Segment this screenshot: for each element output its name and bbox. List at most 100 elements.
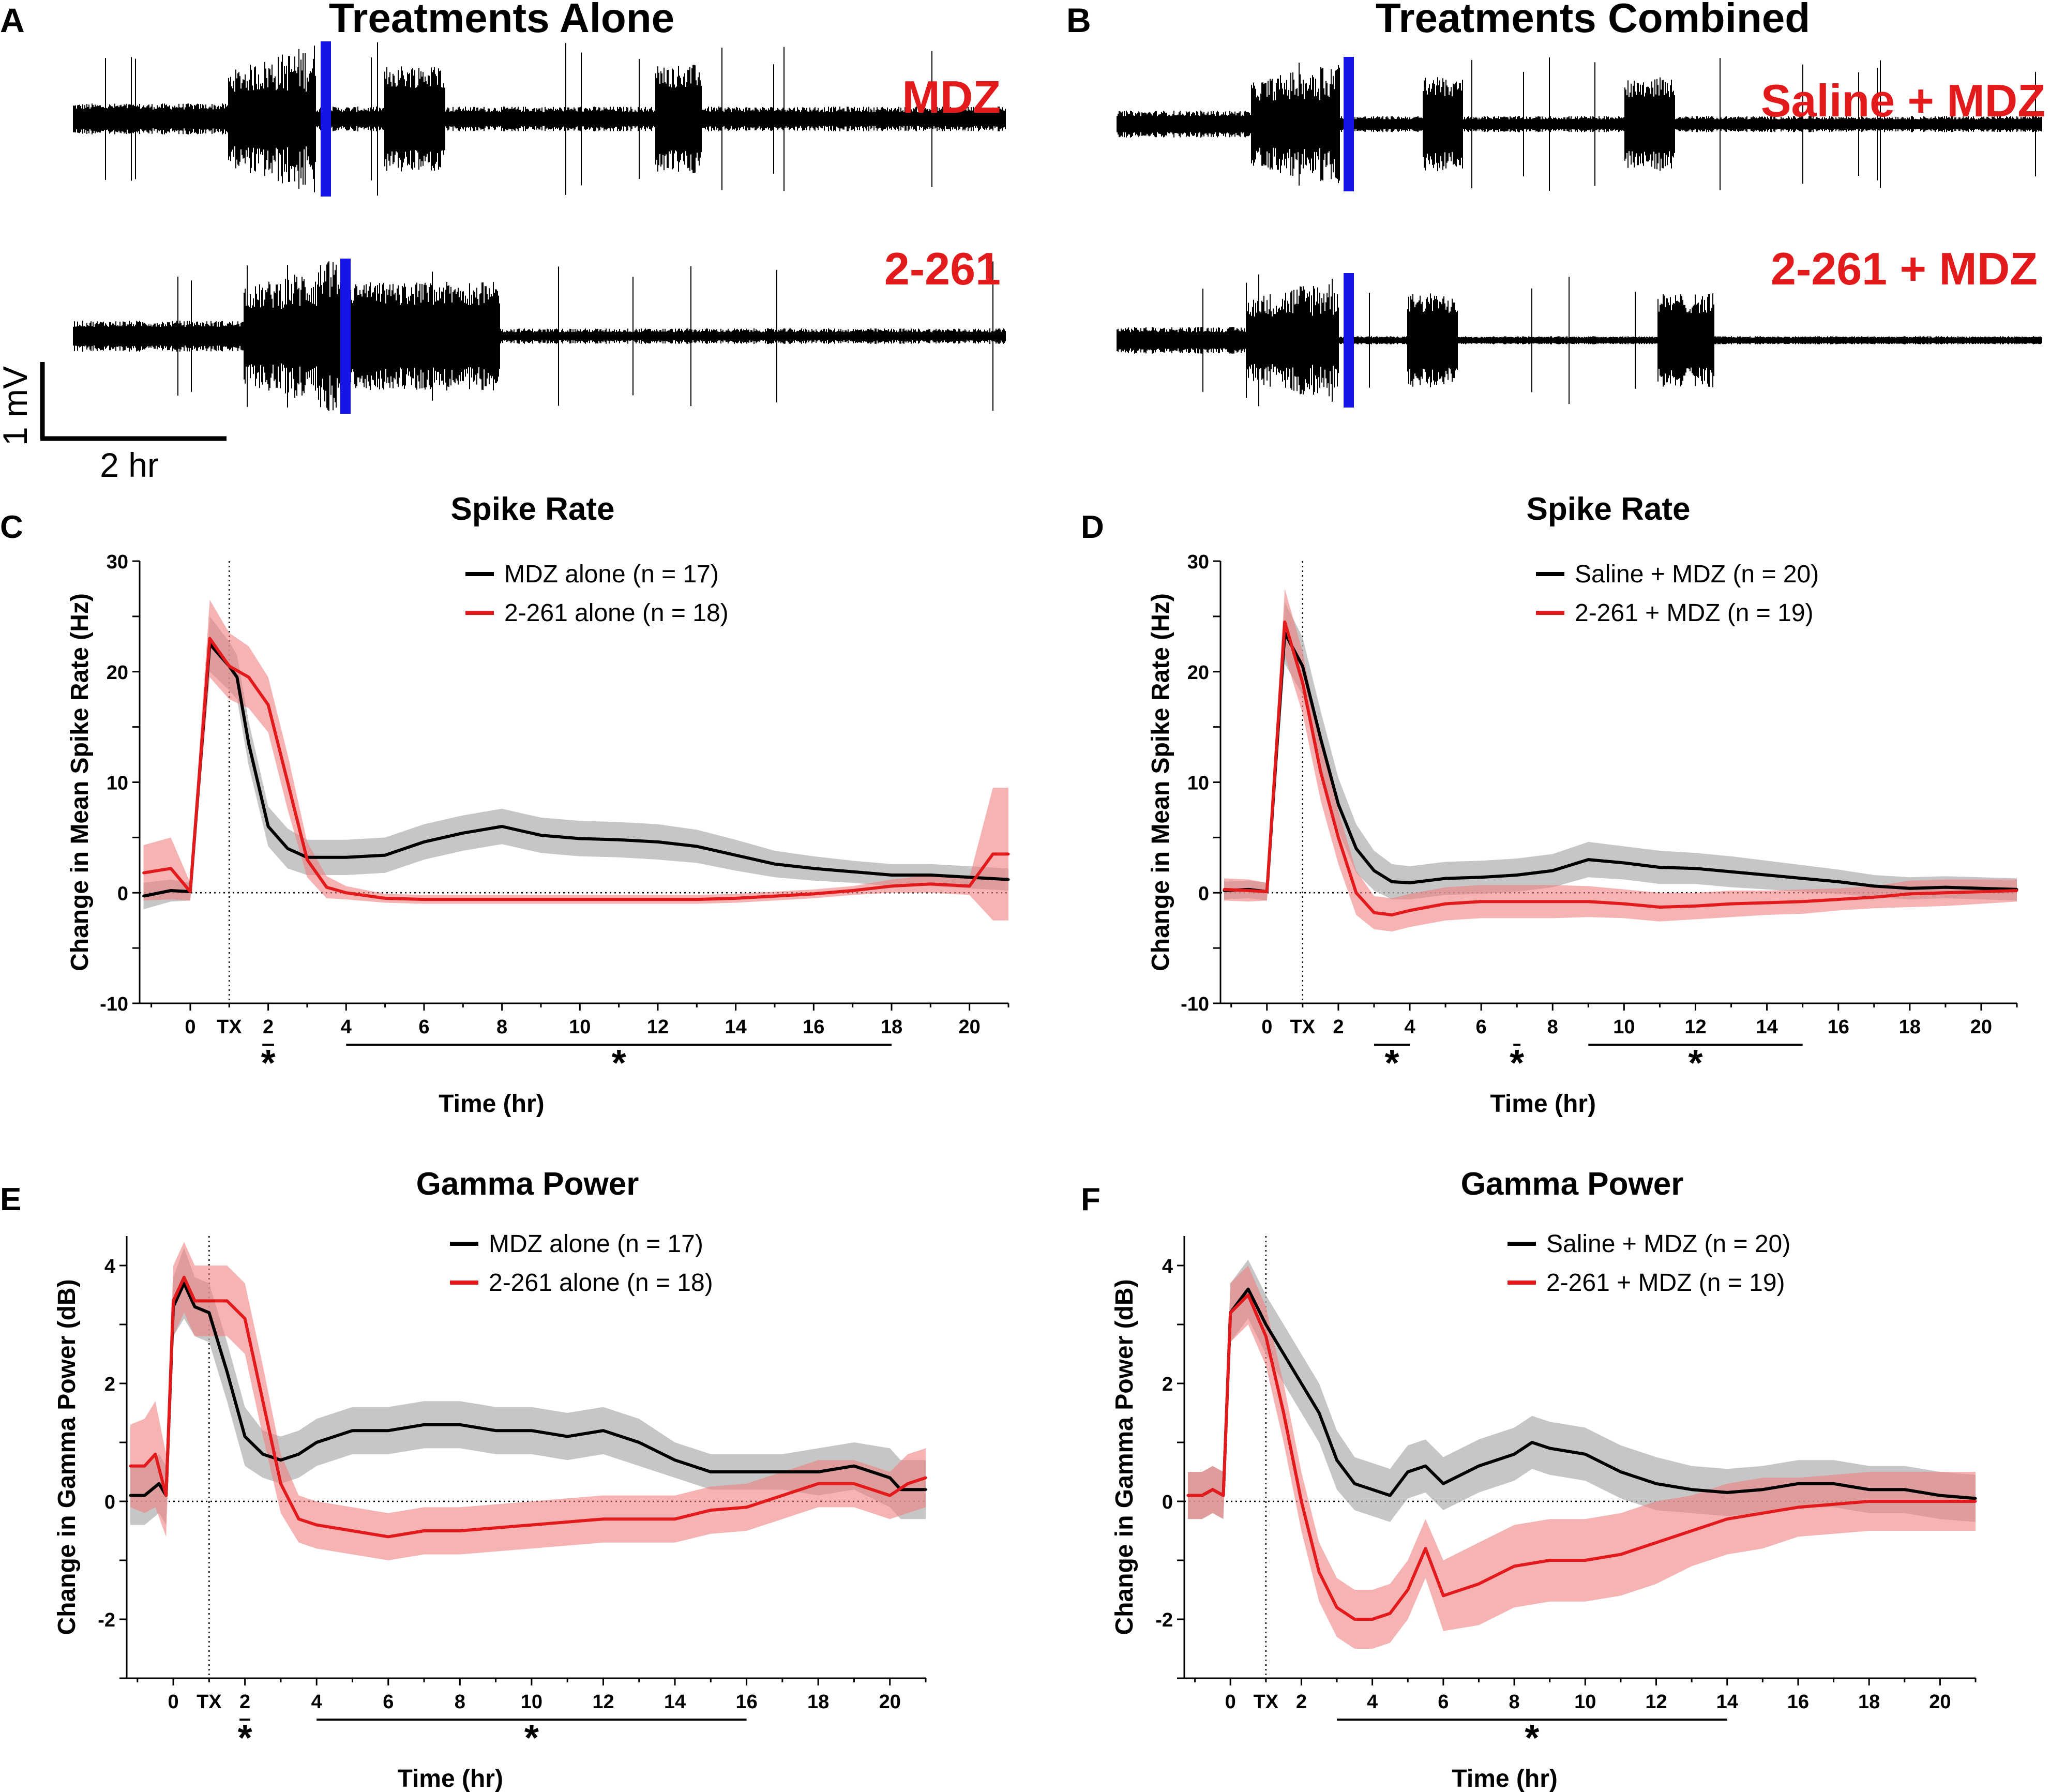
trace-mdz-alone bbox=[73, 42, 1006, 196]
panel-d-series-1-point bbox=[1730, 902, 1733, 906]
panel-e-series-0-point bbox=[225, 1370, 229, 1373]
panel-f-x-tick-label: 4 bbox=[1367, 1691, 1378, 1713]
panel-f-x-tick-label: 2 bbox=[1296, 1691, 1307, 1713]
panel-e-series-0-point bbox=[143, 1494, 146, 1497]
panel-f-series-0-point bbox=[1530, 1441, 1533, 1444]
panel-f-series-1-point bbox=[1548, 1559, 1551, 1562]
panel-c-series-0-point bbox=[247, 742, 250, 745]
panel-f-x-tick-label: 16 bbox=[1787, 1691, 1809, 1713]
panel-e-title: Gamma Power bbox=[416, 1166, 639, 1202]
panel-c-series-0-point bbox=[142, 895, 145, 898]
panel-c-x-tick-label: 14 bbox=[725, 1016, 747, 1038]
panel-f-x-tick-label: 10 bbox=[1574, 1691, 1596, 1713]
panel-f-y-tick-label: 2 bbox=[1162, 1374, 1173, 1395]
panel-e-series-0-point bbox=[244, 1435, 247, 1438]
panel-e-series-1-point bbox=[129, 1465, 132, 1468]
panel-d-letter: D bbox=[1081, 509, 1104, 545]
panel-c-series-1-point bbox=[1007, 852, 1010, 855]
panel-f-x-tick-label: 20 bbox=[1929, 1691, 1951, 1713]
panel-e-series-1-point bbox=[888, 1494, 892, 1497]
panel-c-series-0-point bbox=[1007, 878, 1010, 881]
panel-e-series-0-point bbox=[458, 1423, 461, 1426]
chart-f: F Gamma Power -2 0 2 4 Change in Gamma Power (… bbox=[1081, 1166, 1977, 1792]
panel-f-legend-label-0: Saline + MDZ (n = 20) bbox=[1546, 1230, 1790, 1258]
panel-e-y-label: Change in Gamma Power (dB) bbox=[53, 1279, 81, 1635]
panel-d-x-tick-label: 12 bbox=[1684, 1016, 1706, 1038]
panel-f-series-1-point bbox=[1389, 1612, 1392, 1615]
panel-e-x-label: Time (hr) bbox=[397, 1765, 503, 1792]
panel-c-series-1-point bbox=[656, 898, 659, 901]
panel-f-series-0-point bbox=[1264, 1323, 1268, 1326]
panel-e-series-1-point bbox=[852, 1482, 855, 1485]
panel-f-series-0-point bbox=[1797, 1482, 1800, 1485]
panel-f-series-0-point bbox=[1424, 1465, 1427, 1468]
panel-f-series-0-point bbox=[1335, 1458, 1338, 1462]
panel-e-series-1-point bbox=[207, 1299, 210, 1302]
panel-d-series-1-point bbox=[1337, 836, 1340, 839]
panel-e-series-0-point bbox=[193, 1305, 197, 1308]
panel-e-series-0-point bbox=[566, 1435, 569, 1438]
panel-c-significance-star: * bbox=[261, 1043, 276, 1084]
trace-mdz-alone-treatment-marker bbox=[321, 41, 331, 197]
panel-f-title: Gamma Power bbox=[1461, 1166, 1684, 1202]
panel-d-x-tick-label: 20 bbox=[1970, 1016, 1992, 1038]
panel-e-series-0-point bbox=[315, 1441, 318, 1444]
panel-f-series-0-point bbox=[1353, 1482, 1356, 1485]
panel-d-x-tick-label: 8 bbox=[1547, 1016, 1558, 1038]
trace-2-261-mdz-treatment-marker bbox=[1344, 273, 1354, 408]
trace-2-261-alone bbox=[73, 261, 1006, 411]
panel-c-series-1-band bbox=[143, 599, 1008, 921]
panel-e-series-1-band bbox=[130, 1242, 926, 1560]
panel-c-series-0-point bbox=[384, 854, 387, 857]
panel-c-y-tick-label: 0 bbox=[117, 883, 128, 905]
panel-c-x-tick-label: 20 bbox=[959, 1016, 981, 1038]
panel-c-series-1-point bbox=[890, 884, 893, 887]
panel-e-x-tick-label: 10 bbox=[521, 1691, 542, 1713]
panel-c-series-0-point bbox=[286, 847, 289, 850]
panel-e-x-tick-label: 18 bbox=[807, 1691, 829, 1713]
panel-d-x-tick-label: 4 bbox=[1404, 1016, 1415, 1038]
panel-c-series-1-point bbox=[169, 867, 172, 870]
panel-c-series-1-point bbox=[501, 898, 504, 901]
panel-e-series-1-point bbox=[924, 1476, 927, 1479]
panel-d-series-1-line bbox=[1224, 620, 2017, 916]
panel-e-series-1-point bbox=[638, 1517, 641, 1520]
eeg-traces bbox=[73, 41, 2042, 414]
panel-f-series-1-point bbox=[1353, 1618, 1356, 1621]
panel-e-x-tick-label: 20 bbox=[879, 1691, 901, 1713]
trace-label-2-261-mdz: 2-261 + MDZ bbox=[1771, 243, 2038, 294]
panel-d-series-0-point bbox=[1730, 870, 1733, 874]
panel-f-x-tick-label: 12 bbox=[1645, 1691, 1667, 1713]
panel-e-series-0-point bbox=[157, 1482, 160, 1485]
trace-2-261-mdz bbox=[1117, 274, 2042, 406]
panel-f-series-1-point bbox=[1938, 1500, 1941, 1503]
panel-e-series-1-point bbox=[261, 1399, 264, 1403]
panel-c-series-0-point bbox=[929, 874, 932, 877]
panel-b-title: Treatments Combined bbox=[1376, 0, 1810, 41]
panel-d-series-0-point bbox=[1480, 876, 1483, 879]
panel-c-y-tick-label: 30 bbox=[107, 551, 128, 573]
panel-d-series-1-point bbox=[1766, 901, 1769, 904]
panel-e-series-1-point bbox=[279, 1482, 282, 1485]
panel-e-series-1-point bbox=[154, 1453, 157, 1456]
panel-e-series-0-point bbox=[387, 1429, 390, 1432]
panel-c-series-1-point bbox=[461, 898, 464, 901]
panel-d-series-1-point bbox=[2015, 889, 2018, 892]
panel-e-legend-label-1: 2-261 alone (n = 18) bbox=[489, 1269, 713, 1297]
panel-c-series-0-point bbox=[169, 889, 172, 892]
panel-f-series-1-point bbox=[1797, 1505, 1800, 1509]
panel-f-series-0-point bbox=[1726, 1491, 1729, 1494]
panel-f-x-tick-label: 18 bbox=[1858, 1691, 1880, 1713]
panel-e-series-0-point bbox=[530, 1429, 533, 1432]
trace-saline-mdz bbox=[1117, 57, 2042, 191]
panel-d-x-tick-label: 0 bbox=[1261, 1016, 1272, 1038]
panel-e-series-1-point bbox=[494, 1526, 498, 1529]
panel-e-series-1-point bbox=[193, 1299, 197, 1302]
panel-d-series-1-band bbox=[1224, 589, 2017, 932]
panel-f-x-tick-label: 0 bbox=[1225, 1691, 1236, 1713]
panel-d-x-tick-label: TX bbox=[1290, 1016, 1316, 1038]
panel-d-series-1-point bbox=[1837, 898, 1840, 901]
panel-f-series-0-point bbox=[1655, 1482, 1658, 1485]
